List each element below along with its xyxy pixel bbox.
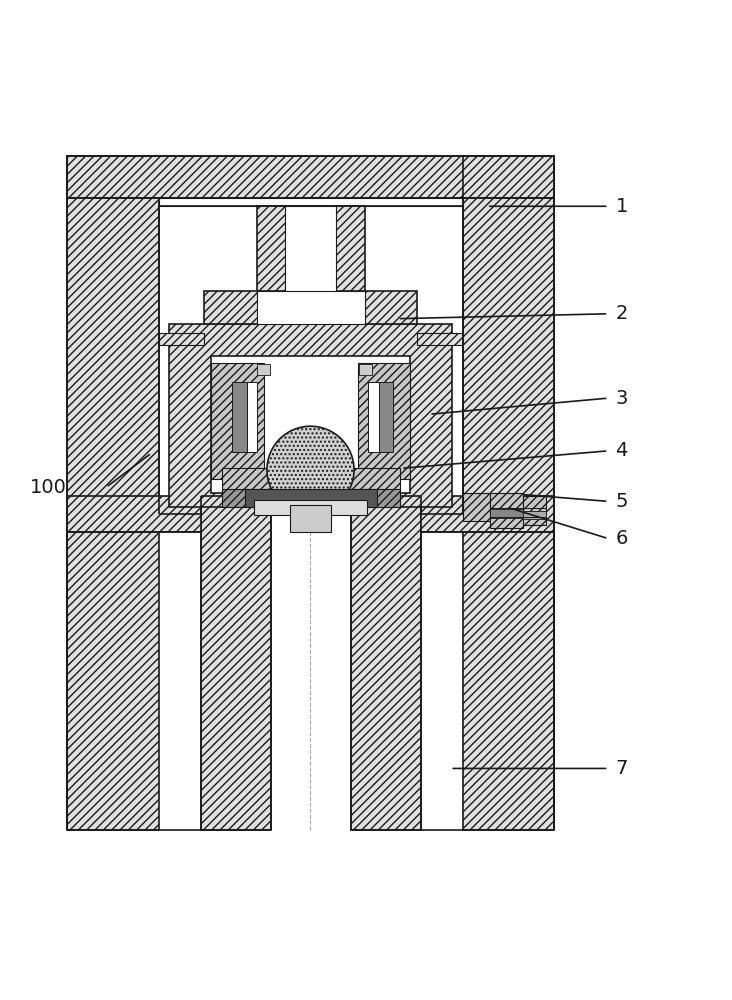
Bar xyxy=(523,511,546,519)
Bar xyxy=(490,509,523,518)
Bar xyxy=(222,489,400,507)
Text: 1: 1 xyxy=(616,197,628,216)
Bar xyxy=(67,156,159,830)
Bar xyxy=(523,496,546,525)
Bar xyxy=(378,382,392,452)
Bar xyxy=(417,333,463,345)
Bar xyxy=(490,493,523,528)
Text: 3: 3 xyxy=(616,389,628,408)
Bar xyxy=(253,500,367,515)
Bar xyxy=(351,504,421,830)
Bar xyxy=(359,364,372,375)
Text: 6: 6 xyxy=(616,529,628,548)
Bar xyxy=(67,496,201,532)
Bar xyxy=(357,363,410,479)
Text: 100: 100 xyxy=(30,478,67,497)
Circle shape xyxy=(267,426,354,513)
Bar xyxy=(245,489,376,507)
Bar xyxy=(463,156,554,830)
Bar xyxy=(169,324,452,507)
Bar xyxy=(204,291,417,324)
Text: 7: 7 xyxy=(616,759,628,778)
Bar xyxy=(212,356,410,493)
Bar xyxy=(159,206,463,514)
Bar xyxy=(290,505,331,532)
Bar xyxy=(233,382,247,452)
Bar xyxy=(257,291,365,324)
Text: 5: 5 xyxy=(616,492,628,511)
Text: 4: 4 xyxy=(616,441,628,460)
Text: 2: 2 xyxy=(616,304,628,323)
Bar xyxy=(222,468,400,493)
Bar xyxy=(368,382,378,452)
Bar xyxy=(463,493,490,521)
Bar xyxy=(271,514,351,830)
Bar xyxy=(67,156,554,198)
Bar xyxy=(201,504,271,830)
Bar xyxy=(212,363,264,479)
Bar xyxy=(247,382,257,452)
Bar xyxy=(285,206,337,293)
Bar xyxy=(421,496,554,532)
Bar xyxy=(159,198,463,206)
Bar xyxy=(257,206,365,293)
Bar xyxy=(257,364,269,375)
Bar xyxy=(159,333,204,345)
